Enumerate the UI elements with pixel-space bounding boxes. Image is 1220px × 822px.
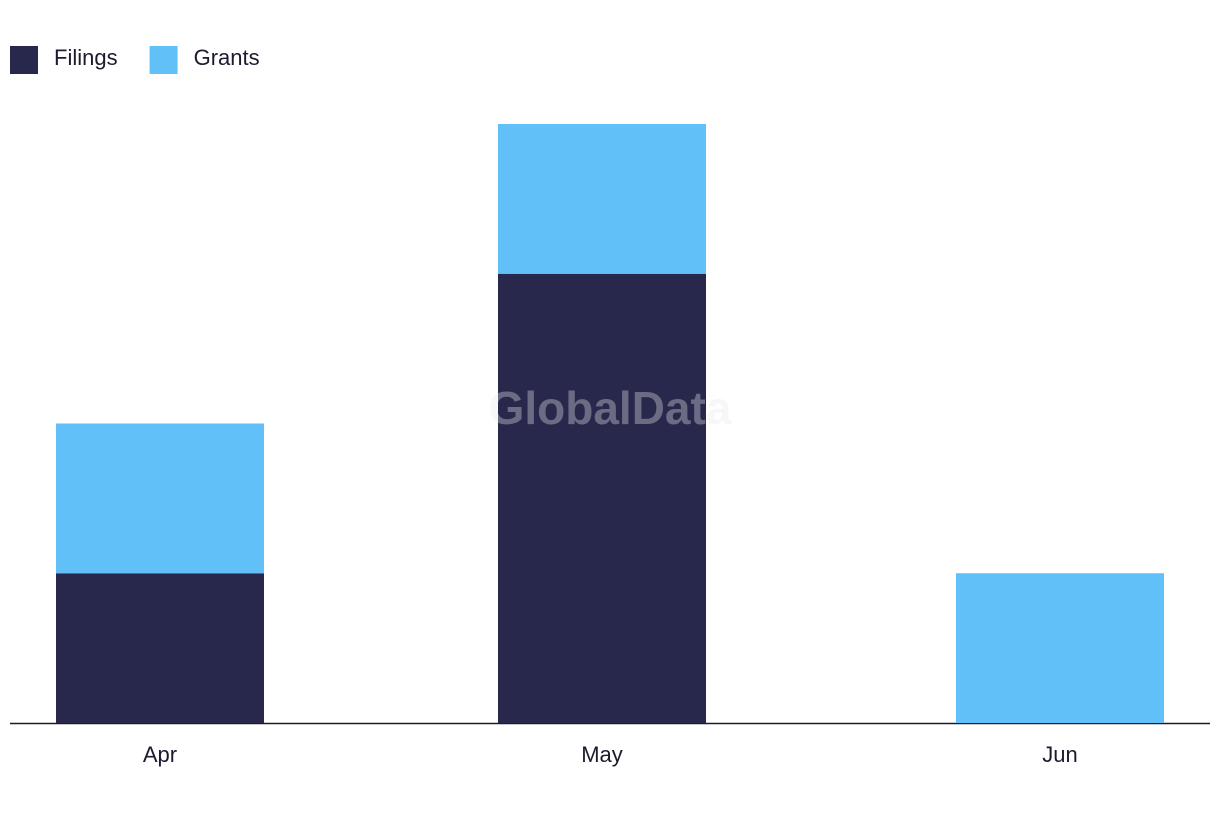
x-tick-label: Jun [1042, 742, 1077, 767]
bar-segment [56, 573, 264, 723]
bar-segment [956, 573, 1164, 723]
x-tick-label: Apr [143, 742, 177, 767]
bar-segment [56, 423, 264, 574]
legend-swatch [10, 46, 38, 74]
legend-label: Filings [54, 45, 118, 70]
legend-swatch [149, 46, 178, 74]
bar-segment [498, 273, 706, 723]
bar-segment [498, 124, 706, 274]
legend-label: Grants [194, 45, 260, 70]
watermark: GlobalData [489, 382, 732, 434]
x-tick-label: May [581, 742, 623, 767]
